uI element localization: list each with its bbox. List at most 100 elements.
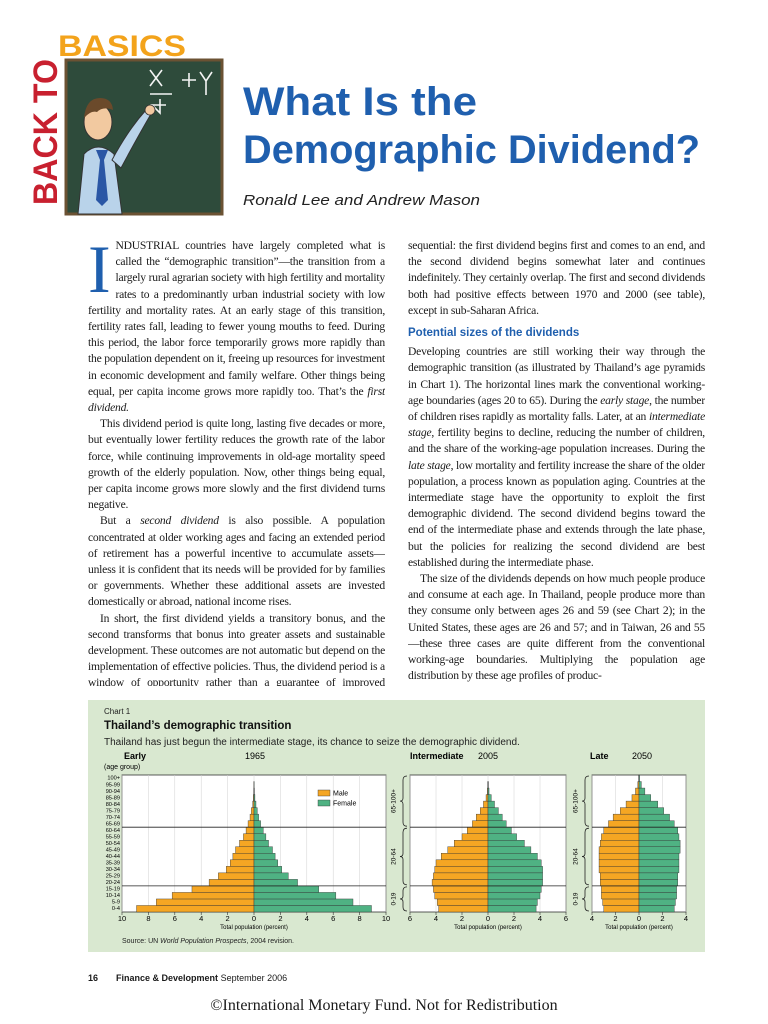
bar [253, 853, 276, 861]
footer: 16 Finance & Development September 2006 [88, 973, 287, 983]
bar [438, 905, 489, 913]
bar [485, 794, 489, 802]
bar [638, 892, 677, 900]
bar [638, 800, 658, 808]
text-run: This dividend period is quite long, last… [88, 417, 385, 512]
bar [434, 892, 489, 900]
bar [253, 879, 298, 887]
bracket-label: 0-19 [391, 892, 398, 905]
illustration [64, 58, 224, 216]
bar [447, 846, 489, 854]
text-run: , low mortality and fertility increase t… [408, 458, 705, 569]
bar [253, 872, 289, 880]
age-group-label: 100+ [107, 776, 120, 782]
bar [253, 826, 264, 834]
bar [487, 885, 542, 893]
bar [435, 859, 489, 867]
bar [601, 833, 640, 841]
bar [638, 794, 651, 802]
chart-label: Chart 1 [104, 707, 131, 716]
italic-run: late stage [408, 458, 451, 472]
x-tick-label: 2 [512, 914, 516, 923]
bar [156, 898, 255, 906]
bar [638, 820, 675, 828]
age-group-label: 75-79 [106, 808, 120, 814]
x-tick-label: 2 [226, 914, 230, 923]
bar [638, 787, 646, 795]
bar [433, 872, 489, 880]
bar [247, 820, 255, 828]
bar [638, 813, 670, 821]
bar [598, 846, 640, 854]
bar [638, 853, 680, 861]
bar [608, 820, 640, 828]
issue-date: September 2006 [220, 973, 288, 983]
kicker: BASICS [58, 30, 186, 63]
bar [625, 800, 640, 808]
bar [239, 840, 255, 847]
bar [638, 859, 680, 867]
bar [487, 826, 512, 834]
x-tick-label: 2 [278, 914, 282, 923]
bar [487, 853, 538, 861]
bar [253, 820, 261, 828]
bar [454, 840, 489, 847]
x-tick-label: 10 [382, 914, 390, 923]
bar [601, 892, 640, 900]
page-number: 16 [88, 973, 99, 983]
bar [487, 905, 537, 913]
bar [631, 794, 640, 802]
bar [253, 794, 256, 802]
bar [253, 905, 372, 913]
panel-title: Intermediate [410, 751, 464, 761]
x-tick-label: 2 [660, 914, 664, 923]
text-run: NDUSTRIAL countries have largely complet… [88, 239, 385, 398]
paragraph: In short, the first dividend yields a tr… [88, 611, 385, 686]
bar [487, 820, 507, 828]
bar [253, 892, 337, 900]
bar [600, 872, 640, 880]
age-group-label: 50-54 [106, 841, 120, 847]
legend-swatch [317, 789, 331, 797]
bar [434, 866, 489, 874]
x-tick-label: 8 [358, 914, 362, 923]
bar [487, 872, 543, 880]
x-tick-label: 0 [252, 914, 256, 923]
age-group-label: 0-4 [112, 906, 120, 912]
bar [253, 859, 278, 867]
x-tick-label: 2 [460, 914, 464, 923]
paragraph: But a second dividend is also possible. … [88, 513, 385, 610]
bar [245, 826, 255, 834]
bracket [581, 775, 590, 827]
bar [171, 892, 255, 900]
x-axis-label: Total population (percent) [454, 925, 522, 931]
age-group-label: 5-9 [112, 900, 120, 906]
age-group-label: 60-64 [106, 828, 120, 834]
bar [638, 879, 678, 887]
age-group-label: 65-69 [106, 821, 120, 827]
bar [232, 853, 255, 861]
section-heading: Potential sizes of the dividends [408, 327, 580, 340]
italic-run: first dividend. [88, 384, 385, 415]
bracket-label: 0-19 [573, 892, 580, 905]
bar [253, 846, 273, 854]
teacher-tie [96, 150, 108, 206]
bar [638, 826, 678, 834]
age-group-label: 70-74 [106, 815, 120, 821]
chalk-writing [149, 69, 213, 115]
age-group-label: 15-19 [106, 887, 120, 893]
bracket [399, 886, 408, 912]
bar [433, 885, 489, 893]
bar [480, 807, 489, 815]
bracket-label: 20-64 [573, 848, 580, 865]
text-run: sequential: the first dividend begins fi… [408, 239, 705, 317]
age-group-label: 30-34 [106, 867, 120, 873]
bar [638, 866, 680, 874]
legend-label: Female [333, 800, 356, 807]
x-tick-label: 6 [173, 914, 177, 923]
italic-run: early stage [600, 393, 650, 407]
x-tick-label: 0 [637, 914, 641, 923]
drop-cap: I [88, 238, 111, 307]
bar [600, 840, 640, 847]
